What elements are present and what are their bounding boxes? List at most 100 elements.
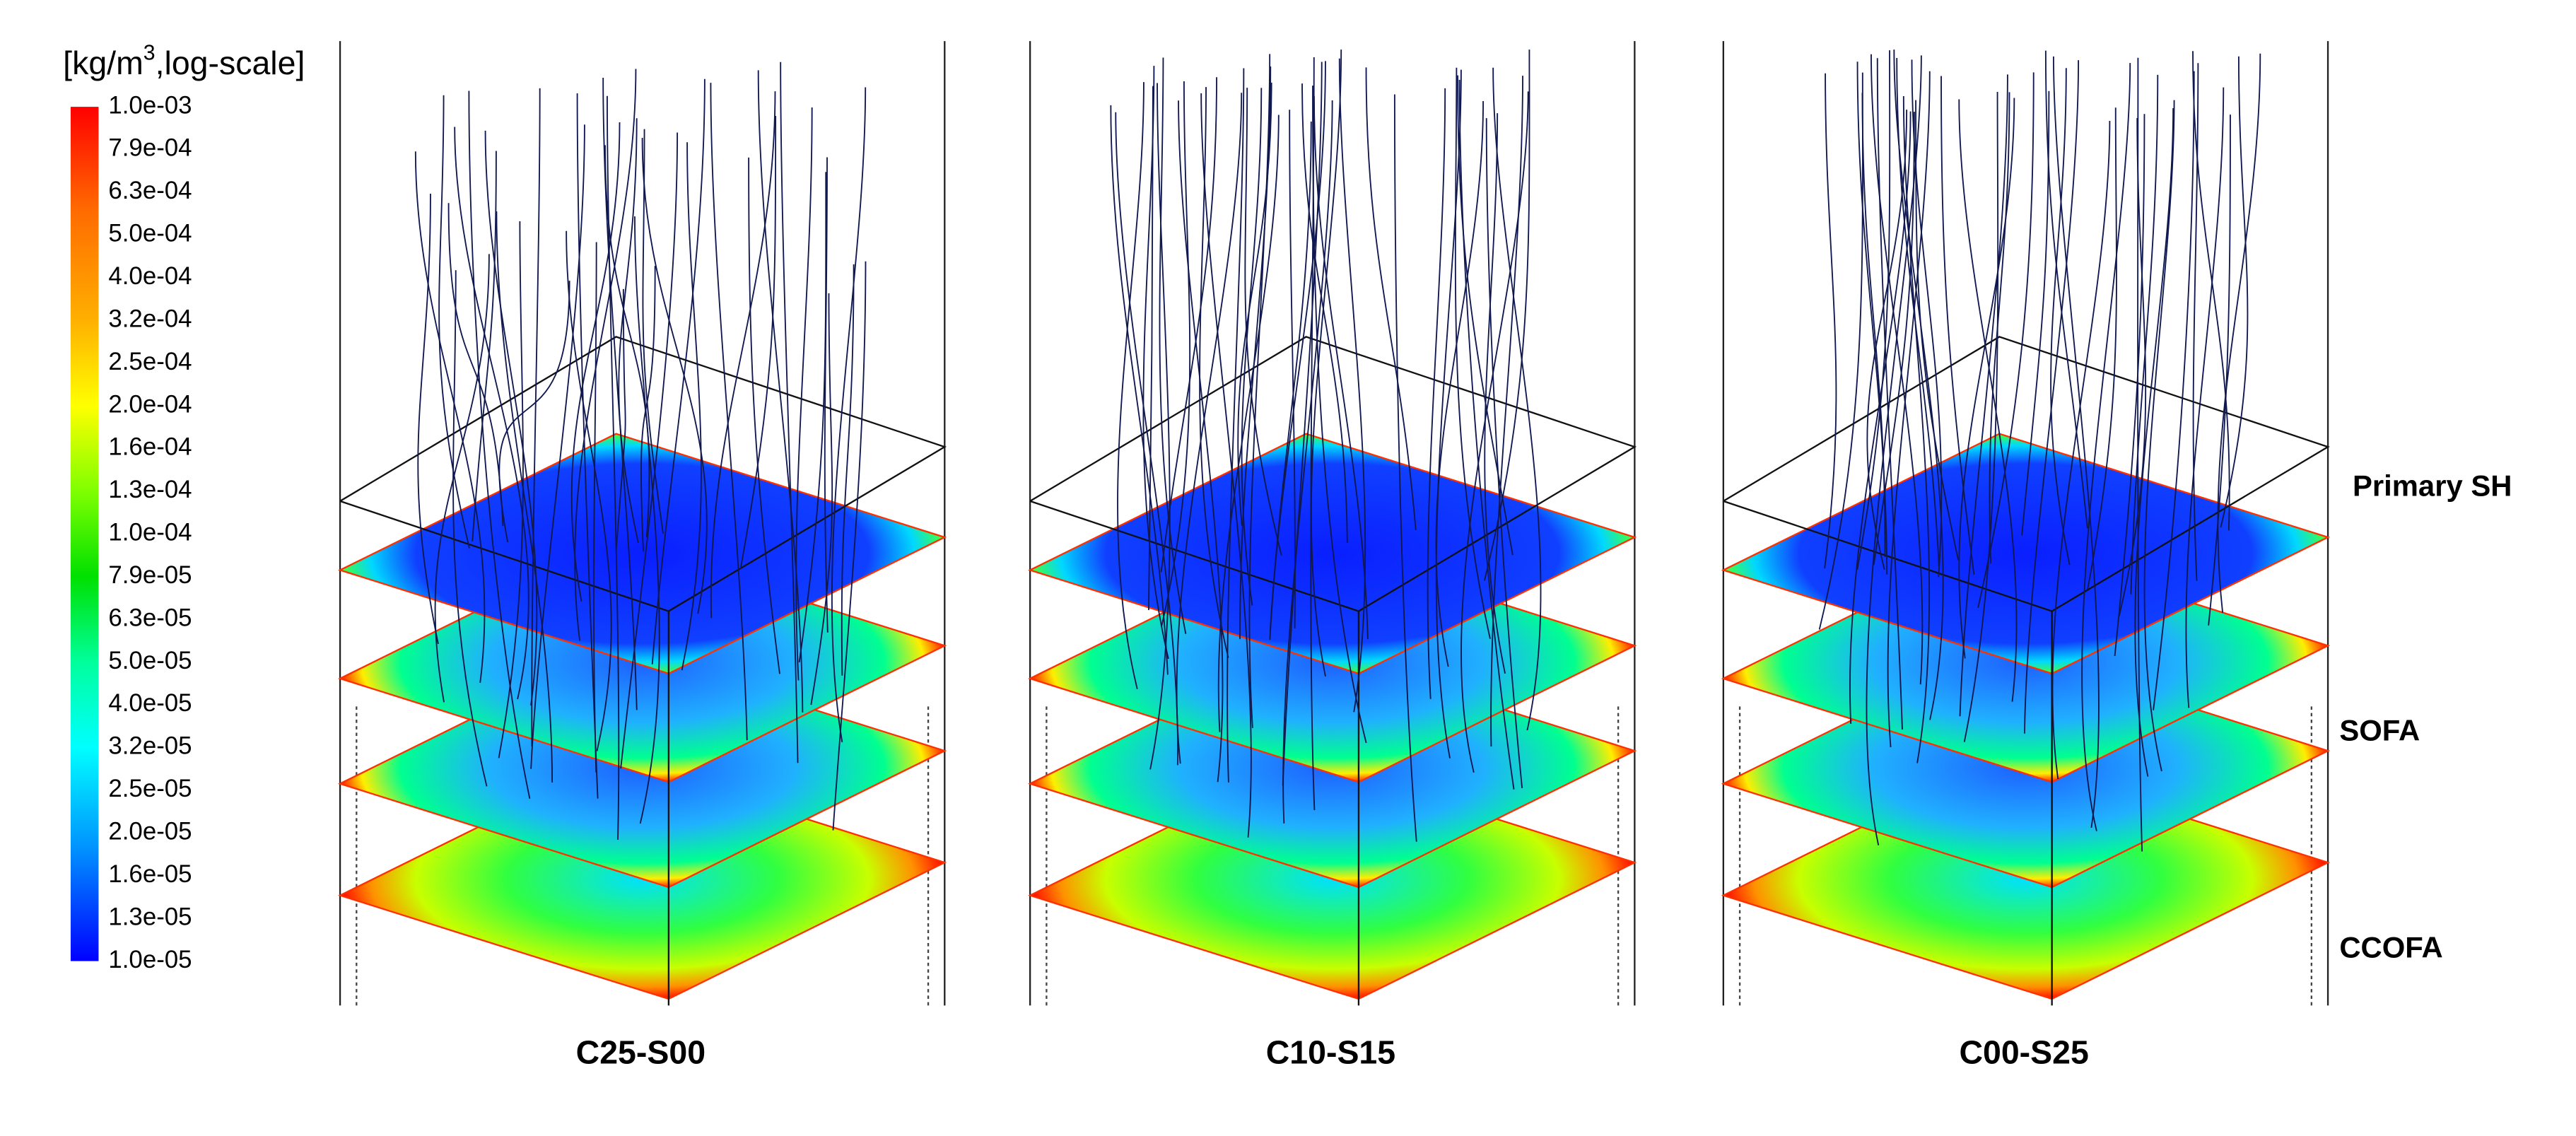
legend-label: 5.0e-04	[108, 220, 192, 247]
streamline	[1460, 91, 1529, 773]
streamline	[2130, 74, 2159, 595]
streamline	[710, 83, 748, 741]
streamline	[468, 90, 531, 799]
streamline	[824, 157, 829, 633]
streamline	[831, 87, 867, 743]
streamline	[1176, 93, 1243, 764]
streamline	[1902, 96, 1931, 763]
streamline	[615, 288, 626, 551]
streamline	[1485, 118, 1523, 789]
case-label: C10-S15	[1266, 1033, 1395, 1070]
legend-label: 1.3e-05	[108, 903, 192, 930]
streamline	[832, 261, 867, 831]
streamline	[1977, 72, 2035, 608]
streamline	[2192, 63, 2199, 581]
streamline	[642, 129, 664, 534]
streamline	[634, 216, 660, 824]
streamline	[2021, 90, 2050, 536]
streamline	[1200, 93, 1252, 838]
streamline	[2087, 107, 2117, 590]
streamline	[681, 142, 702, 671]
streamline	[1893, 49, 1944, 720]
streamline	[1849, 111, 1911, 725]
streamline	[1282, 100, 1333, 824]
streamline	[496, 211, 554, 783]
legend-label: 7.9e-05	[108, 561, 192, 589]
legend-label: 4.0e-04	[108, 262, 192, 290]
streamline	[414, 151, 486, 684]
streamline	[1959, 74, 2008, 717]
legend-title-text: [kg/m	[63, 45, 144, 81]
streamline	[710, 91, 776, 619]
streamline	[2153, 71, 2195, 710]
streamline	[1365, 67, 1417, 531]
streamline	[1301, 83, 1348, 544]
streamline	[1147, 86, 1154, 611]
streamline	[739, 116, 777, 570]
furnace-outline	[1029, 336, 1637, 612]
legend-title: [kg/m3,log-scale]	[63, 42, 305, 82]
streamline	[1484, 113, 1506, 674]
level-label: Primary SH	[2353, 469, 2512, 502]
legend-label: 1.3e-04	[108, 476, 192, 503]
streamline	[417, 193, 439, 645]
streamline	[2052, 56, 2100, 828]
streamline	[2192, 51, 2230, 531]
streamline	[1338, 58, 1366, 713]
streamline	[1435, 69, 1462, 759]
streamline	[1861, 93, 1886, 557]
streamline	[1237, 82, 1272, 526]
streamline	[2185, 87, 2225, 708]
legend-labels: 1.0e-03 7.9e-04 6.3e-04 5.0e-04 4.0e-04 3.2e-…	[108, 91, 192, 973]
streamline	[810, 293, 833, 705]
streamline	[1149, 83, 1171, 770]
legend-label: 1.0e-04	[108, 519, 192, 546]
streamline	[1427, 88, 1446, 699]
legend-label: 1.0e-03	[108, 91, 192, 119]
streamline	[607, 95, 620, 840]
streamline	[1244, 88, 1282, 556]
streamline	[570, 122, 621, 602]
streamline	[1241, 88, 1263, 606]
panel	[337, 41, 947, 1006]
streamline	[1435, 101, 1485, 667]
legend-label: 5.0e-05	[108, 647, 192, 674]
streamline	[1490, 76, 1523, 747]
streamline	[1117, 82, 1144, 689]
streamline	[1248, 54, 1271, 728]
streamline	[434, 254, 490, 703]
streamline	[795, 107, 813, 681]
legend-label: 2.0e-04	[108, 390, 192, 418]
streamline	[1870, 54, 1924, 685]
furnace-outline	[339, 336, 947, 612]
streamline	[2217, 53, 2261, 613]
streamline	[1824, 73, 1837, 569]
streamline	[604, 145, 650, 538]
panel	[1028, 41, 1637, 1006]
legend-label: 1.0e-05	[108, 946, 192, 973]
streamline	[1458, 79, 1515, 790]
streamline	[1110, 105, 1169, 675]
streamline	[1989, 92, 2010, 564]
streamline	[618, 118, 639, 544]
streamline	[2114, 114, 2145, 657]
streamline	[1876, 58, 1903, 730]
legend-label: 4.0e-05	[108, 689, 192, 717]
streamline	[2118, 118, 2147, 616]
legend-title-superscript: 3	[144, 42, 156, 65]
streamline	[2220, 56, 2249, 528]
streamline	[1161, 81, 1191, 626]
streamline	[2143, 100, 2175, 772]
streamline	[1226, 68, 1245, 783]
streamline	[1887, 71, 1931, 748]
panel	[1721, 41, 2331, 1006]
streamline	[2044, 50, 2088, 529]
streamline	[454, 127, 529, 700]
streamline	[798, 172, 827, 663]
streamline	[2208, 115, 2231, 626]
streamline	[1115, 112, 1178, 766]
streamline	[1958, 98, 2015, 659]
streamline	[1393, 94, 1417, 842]
streamline	[2023, 60, 2080, 734]
